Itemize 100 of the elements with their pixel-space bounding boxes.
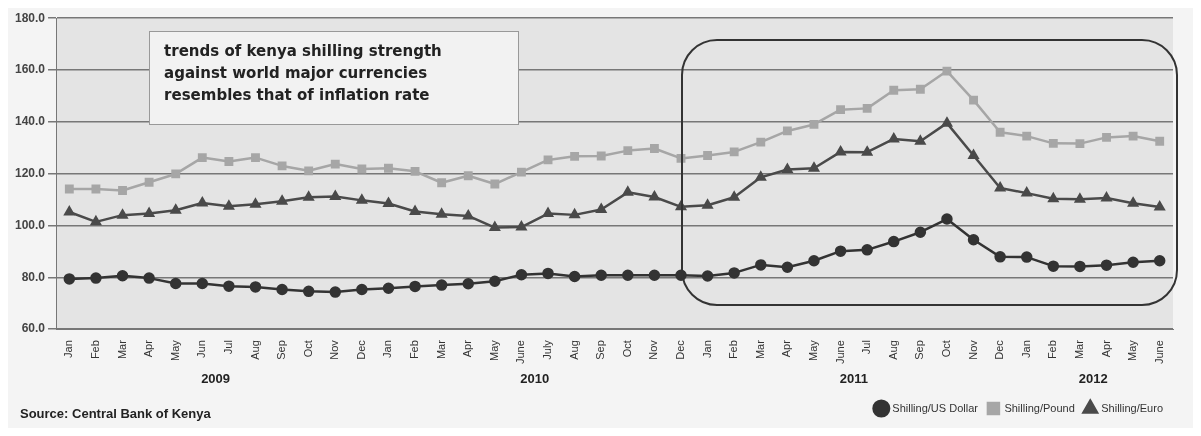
x-tick-label: Oct: [620, 340, 633, 358]
text: 2009: [201, 370, 231, 386]
point: [463, 171, 473, 181]
point: [542, 207, 554, 218]
point: [143, 207, 155, 218]
point: [1048, 138, 1058, 148]
x-tick-label: Dec: [354, 339, 367, 360]
point: [703, 151, 713, 160]
point: [595, 269, 607, 281]
x-tick-label: Feb: [727, 340, 740, 360]
point: [1021, 187, 1032, 197]
x-tick-label: Apr: [142, 339, 155, 358]
point: [462, 278, 474, 290]
point: [782, 126, 792, 136]
x-tick-label: Feb: [408, 340, 421, 360]
callout-box: trends of kenya shilling strength against world major currencies resembles that of inflation rate: [149, 31, 520, 126]
point: [1155, 136, 1165, 146]
point: [489, 275, 501, 287]
point: [596, 203, 607, 213]
point: [143, 272, 155, 284]
point: [409, 280, 421, 293]
point: [1127, 197, 1139, 207]
point: [224, 157, 234, 166]
point: [197, 197, 208, 207]
point: [1102, 132, 1111, 142]
point: [729, 191, 740, 201]
point: [117, 209, 128, 219]
point: [1154, 201, 1165, 211]
x-tick-label: Jun: [195, 340, 208, 358]
y-tick-label: 160.0: [15, 62, 46, 77]
point: [968, 149, 979, 160]
y-tick-label: 80.0: [21, 269, 46, 284]
point: [64, 184, 74, 194]
x-tick-label: Mar: [115, 339, 128, 360]
point: [1101, 192, 1112, 202]
point: [330, 159, 340, 169]
point: [914, 226, 927, 238]
x-tick-label: Nov: [966, 339, 979, 360]
point: [303, 191, 314, 201]
point: [410, 166, 420, 176]
point: [436, 208, 447, 218]
x-tick-label: Apr: [461, 339, 474, 358]
point: [144, 177, 154, 187]
point: [64, 206, 75, 216]
x-tick-label: Jan: [1019, 340, 1032, 358]
x-tick-label: Jul: [221, 340, 234, 355]
x-tick-label: Sep: [594, 340, 607, 360]
x-tick-label: Jan: [381, 340, 394, 358]
point: [118, 186, 127, 195]
point: [889, 85, 899, 95]
point: [276, 195, 288, 205]
point: [809, 120, 819, 129]
x-tick-label: Apr: [1099, 339, 1112, 358]
x-tick-label: Sep: [275, 340, 288, 360]
x-tick-label: Mar: [753, 339, 766, 360]
point: [223, 200, 235, 210]
x-tick-label: Feb: [88, 340, 101, 360]
x-tick-label: Oct: [939, 340, 952, 358]
point: [517, 167, 526, 177]
point: [941, 213, 953, 225]
text: 2010: [520, 370, 550, 386]
x-tick-label: June: [1152, 340, 1165, 365]
x-tick-label: Aug: [886, 340, 899, 360]
point: [356, 194, 368, 204]
point: [463, 210, 474, 220]
point: [861, 244, 873, 256]
point: [437, 178, 447, 188]
point: [357, 164, 367, 174]
point: [649, 144, 659, 153]
point: [196, 277, 209, 290]
x-tick-label: Apr: [780, 339, 793, 358]
x-tick-label: Jul: [860, 340, 873, 355]
point: [249, 281, 262, 293]
point: [1128, 131, 1138, 141]
point: [967, 234, 980, 246]
point: [302, 285, 315, 298]
y-tick-label: 60.0: [21, 321, 46, 336]
point: [490, 179, 500, 189]
x-tick-label: Jan: [62, 340, 75, 358]
x-tick-label: Feb: [1046, 340, 1059, 360]
point: [995, 127, 1005, 137]
point: [649, 191, 660, 201]
legend-label: Shilling/Euro: [1101, 401, 1164, 414]
point: [1074, 193, 1086, 203]
point: [409, 205, 421, 216]
point: [729, 147, 739, 157]
point: [702, 199, 713, 209]
point: [382, 282, 395, 294]
point: [277, 161, 287, 171]
point: [197, 153, 207, 163]
point: [835, 146, 846, 156]
point: [808, 254, 820, 267]
x-tick-label: May: [1126, 339, 1139, 361]
x-tick-label: Nov: [328, 339, 341, 360]
point: [728, 267, 740, 279]
point: [888, 235, 900, 248]
point: [356, 283, 368, 296]
point: [836, 105, 845, 115]
point: [568, 270, 581, 283]
point: [329, 286, 342, 298]
